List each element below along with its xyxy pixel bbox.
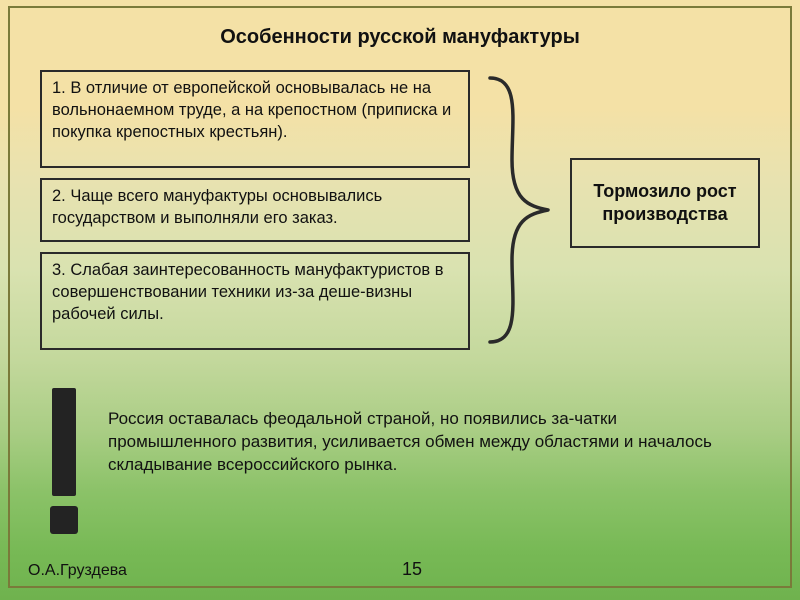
page-title: Особенности русской мануфактуры bbox=[10, 26, 790, 49]
slide-frame: Особенности русской мануфактуры 1. В отл… bbox=[8, 6, 792, 588]
summary-text: Россия оставалась феодальной страной, но… bbox=[108, 408, 748, 477]
consequence-box: Тормозило рост производства bbox=[570, 158, 760, 248]
page-number: 15 bbox=[402, 559, 422, 580]
curly-brace-icon bbox=[480, 70, 560, 350]
author-label: О.А.Груздева bbox=[28, 562, 127, 580]
exclamation-icon bbox=[40, 388, 90, 538]
feature-box-2: 2. Чаще всего мануфактуры основывались г… bbox=[40, 178, 470, 242]
feature-box-3: 3. Слабая заинтересованность мануфактури… bbox=[40, 252, 470, 350]
consequence-label: Тормозило рост производства bbox=[580, 180, 750, 227]
feature-box-1: 1. В отличие от европейской основывалась… bbox=[40, 70, 470, 168]
